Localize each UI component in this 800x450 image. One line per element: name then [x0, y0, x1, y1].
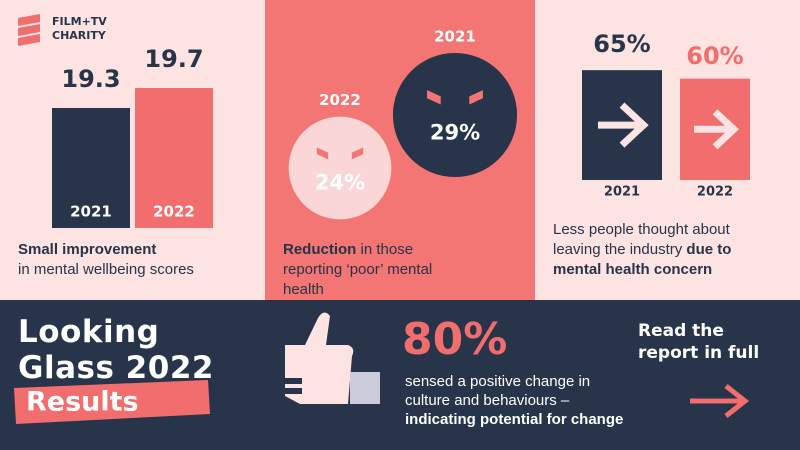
caption-text: Less people thought about leaving the in… — [553, 221, 730, 258]
bar — [52, 108, 130, 228]
footer-text-plain: sensed a positive change in culture and … — [405, 373, 591, 409]
footer-text-bold: indicating potential for change — [405, 411, 624, 428]
arrow-icon — [694, 109, 740, 150]
category-label: 2022 — [153, 203, 195, 221]
value-label: 65% — [593, 30, 650, 58]
caption: Small improvement in mental wellbeing sco… — [18, 240, 258, 280]
panel — [0, 0, 265, 300]
arrow-icon — [598, 102, 649, 148]
footer-title: Looking — [18, 314, 160, 350]
thumb-icon — [280, 312, 380, 404]
footer-text: sensed a positive change in culture and … — [405, 372, 625, 429]
footer-band — [0, 300, 800, 450]
value-label: 29% — [430, 121, 480, 145]
eye — [427, 90, 483, 105]
caption: Reduction in those reporting ‘poor’ ment… — [283, 240, 473, 300]
value-label: 19.3 — [61, 65, 120, 93]
category-label: 2021 — [604, 185, 640, 200]
eye — [316, 147, 364, 160]
footer-title: Results — [26, 387, 139, 418]
cta[interactable]: Read the report in full — [638, 321, 760, 363]
caption-text: in those reporting ‘poor’ mental health — [283, 241, 433, 298]
caption-bold: Reduction — [283, 241, 357, 258]
category-label: 2021 — [434, 27, 476, 45]
category-label: 2022 — [697, 185, 733, 200]
caption: Less people thought about leaving the in… — [553, 220, 768, 280]
caption-bold: due to mental health concern — [553, 241, 732, 278]
caption-text: in mental wellbeing scores — [18, 261, 194, 278]
cta-arrow[interactable] — [690, 384, 750, 418]
value-label: 19.7 — [144, 45, 203, 73]
bubble — [392, 52, 518, 178]
value-label: 60% — [686, 42, 743, 70]
stat: 80% — [402, 314, 507, 365]
logo-text: CHARITY — [52, 29, 107, 42]
bar — [135, 88, 213, 228]
value-label: 24% — [315, 170, 365, 194]
logo-mark — [18, 14, 40, 46]
logo-text: FILM+TV — [52, 15, 107, 28]
bubble — [288, 116, 392, 220]
category-label: 2021 — [70, 203, 112, 221]
panel — [535, 0, 800, 300]
footer-title: Glass 2022 — [18, 350, 214, 386]
results-banner — [14, 380, 210, 424]
caption-bold: Small improvement — [18, 241, 157, 258]
category-label: 2022 — [319, 91, 361, 109]
